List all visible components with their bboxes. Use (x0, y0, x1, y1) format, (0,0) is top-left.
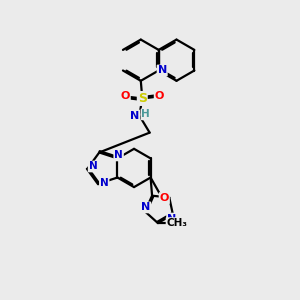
Text: S: S (138, 92, 147, 105)
Text: N: N (167, 214, 176, 224)
Text: N: N (114, 150, 123, 161)
Text: N: N (158, 65, 167, 76)
Text: CH₃: CH₃ (167, 218, 188, 228)
Text: N: N (88, 161, 98, 172)
Text: O: O (155, 92, 164, 101)
Text: H: H (141, 110, 150, 119)
Text: N: N (130, 110, 139, 121)
Text: O: O (121, 92, 130, 101)
Text: N: N (100, 178, 109, 188)
Text: O: O (160, 193, 169, 203)
Text: N: N (141, 202, 150, 212)
